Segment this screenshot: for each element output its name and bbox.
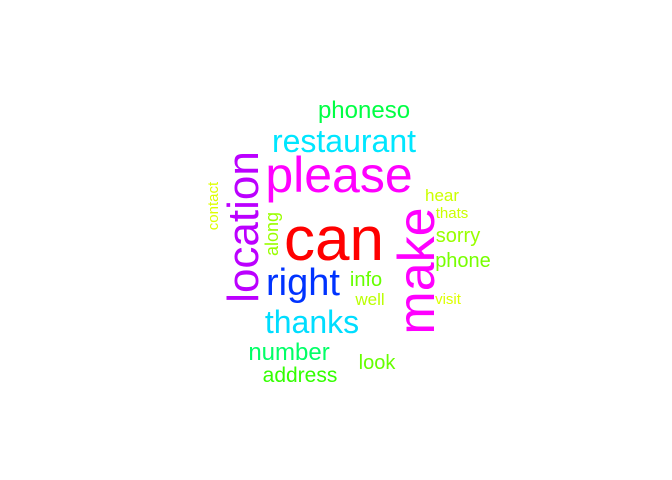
word-location: location (219, 151, 268, 303)
word-well: well (354, 290, 384, 309)
word-look: look (359, 352, 397, 374)
word-thats: thats (436, 205, 469, 222)
word-thanks: thanks (265, 304, 359, 340)
word-restaurant: restaurant (272, 123, 416, 159)
word-address: address (263, 364, 338, 387)
word-info: info (350, 269, 382, 291)
word-please: please (265, 147, 412, 203)
word-can: can (284, 205, 384, 274)
word-make: make (388, 207, 446, 334)
word-phone: phone (435, 250, 491, 272)
word-right: right (266, 262, 340, 304)
word-sorry: sorry (436, 225, 480, 247)
word-number: number (248, 339, 329, 366)
word-along: along (262, 212, 282, 256)
word-hear: hear (425, 186, 459, 205)
word-contact: contact (205, 181, 222, 230)
word-visit: visit (435, 291, 462, 308)
word-phoneso: phoneso (318, 97, 410, 124)
